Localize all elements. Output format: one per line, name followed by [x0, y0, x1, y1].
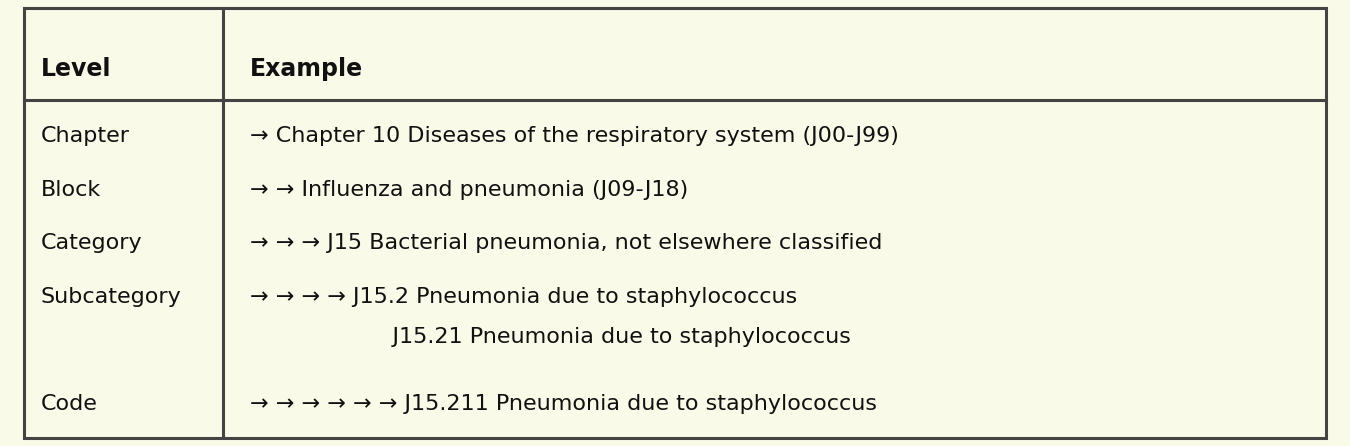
- Text: Code: Code: [40, 394, 97, 413]
- Text: Block: Block: [40, 180, 101, 199]
- Text: → Chapter 10 Diseases of the respiratory system (J00-J99): → Chapter 10 Diseases of the respiratory…: [250, 126, 899, 146]
- Text: → → → → → → J15.211 Pneumonia due to staphylococcus: → → → → → → J15.211 Pneumonia due to sta…: [250, 394, 876, 413]
- Text: → → → → J15.2 Pneumonia due to staphylococcus: → → → → J15.2 Pneumonia due to staphyloc…: [250, 287, 796, 306]
- Text: → → → J15 Bacterial pneumonia, not elsewhere classified: → → → J15 Bacterial pneumonia, not elsew…: [250, 233, 882, 253]
- Text: → → Influenza and pneumonia (J09-J18): → → Influenza and pneumonia (J09-J18): [250, 180, 688, 199]
- Text: Category: Category: [40, 233, 142, 253]
- Text: Subcategory: Subcategory: [40, 287, 181, 306]
- Text: J15.21 Pneumonia due to staphylococcus: J15.21 Pneumonia due to staphylococcus: [250, 327, 850, 347]
- Text: Example: Example: [250, 57, 363, 81]
- Text: Chapter: Chapter: [40, 126, 130, 146]
- Text: Level: Level: [40, 57, 111, 81]
